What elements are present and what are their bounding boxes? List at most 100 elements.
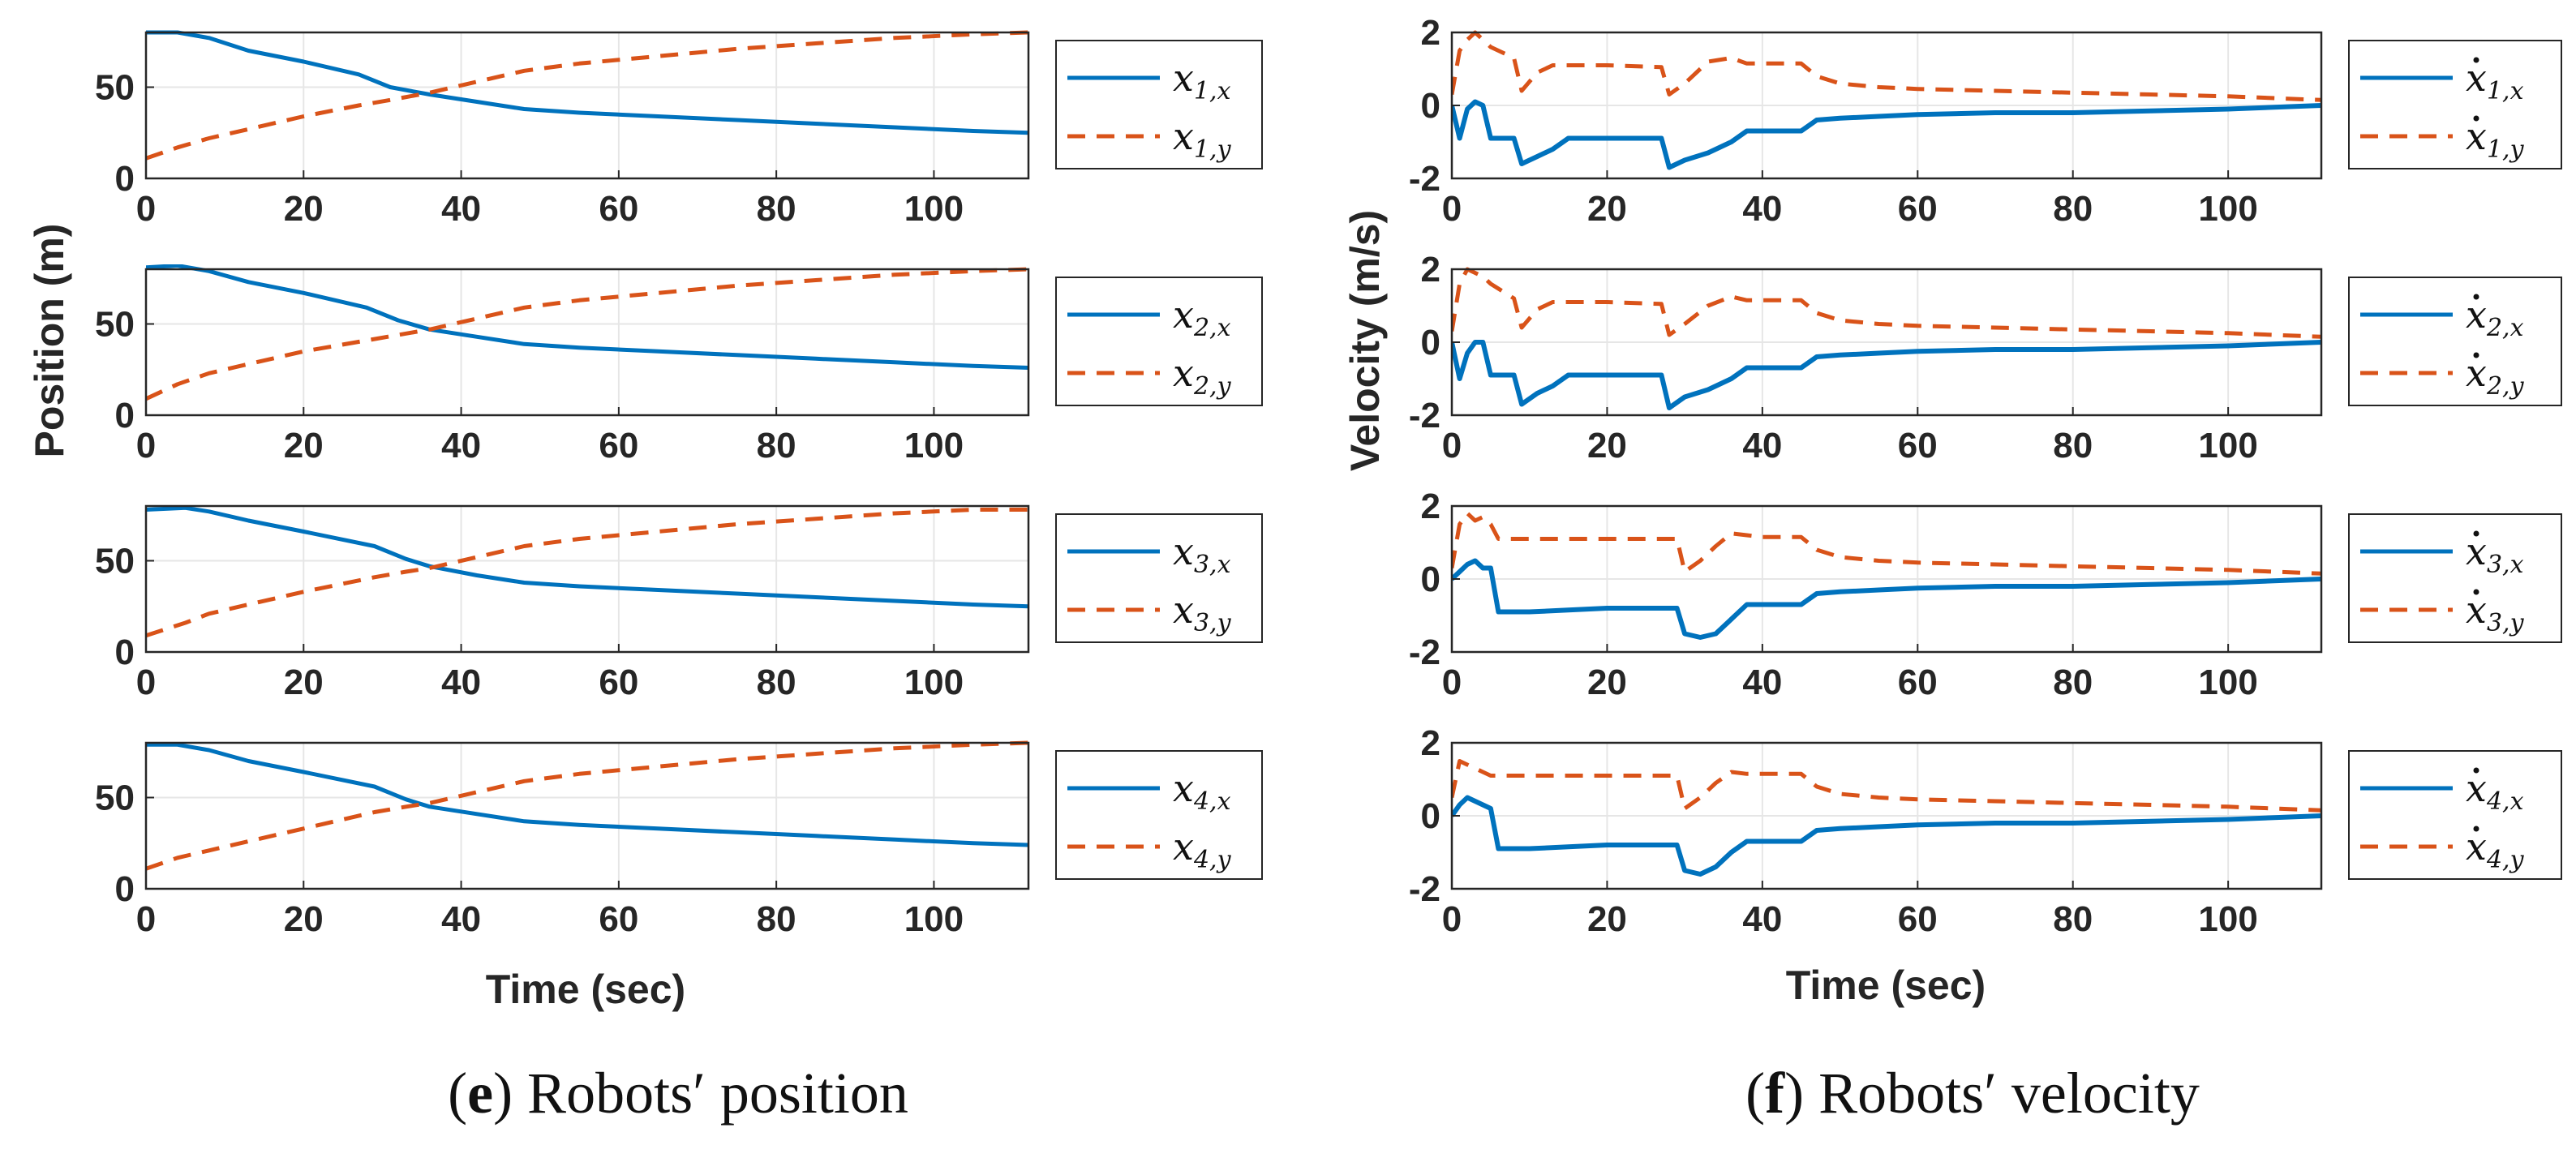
panel-e-robot3-ytick-50: 50: [95, 542, 135, 581]
panel-e-robot1-legend-label-1-y: x1,y: [1173, 114, 1232, 164]
panel-e-robot3-legend: x3,x x3,y: [1055, 513, 1263, 643]
panel-e-robot3-xtick-40: 40: [441, 663, 481, 702]
panel-f-robot4-legend-label-4-y: x4,y: [2466, 825, 2525, 874]
panel-e-robot1-xtick-80: 80: [757, 189, 796, 229]
panel-e-robot2-xtick-80: 80: [757, 426, 796, 465]
panel-e-robot2-legend-box: [1055, 277, 1263, 406]
panel-e-robot3-xtick-80: 80: [757, 663, 796, 702]
panel-f-robot1-legend: x1,x x1,y: [2348, 40, 2562, 169]
panel-f-robot1-legend-label-1-y: x1,y: [2466, 114, 2525, 164]
panel-f-robot3-legend: x3,x x3,y: [2348, 513, 2562, 643]
velocity-ylabel: Velocity (m/s): [1342, 210, 1388, 471]
panel-f-robot1-ytick-2: 2: [1421, 13, 1440, 53]
panel-f-robot2-legend-label-2-x: x2,x: [2466, 293, 2524, 342]
panel-e-robot4-xtick-20: 20: [284, 899, 324, 939]
panel-f-robot2-series-2-x: [1452, 340, 2321, 410]
panel-e-robot3-ytick-0: 0: [115, 633, 135, 672]
panel-e-robot4-legend-box: [1055, 750, 1263, 880]
panel-e-robot3-xtick-20: 20: [284, 663, 324, 702]
panel-e-robot2-xtick-100: 100: [904, 426, 964, 465]
panel-f-robot4-series-4-y: [1452, 759, 2321, 813]
panel-e-robot1-xtick-20: 20: [284, 189, 324, 229]
panel-e-robot2-legend-label-2-x: x2,x: [1173, 293, 1231, 342]
panel-e-robot4-series-4-y: [146, 740, 1028, 871]
panel-f-robot1-xtick-0: 0: [1442, 189, 1462, 229]
panel-e-robot2-axes-box: [144, 268, 1030, 417]
panel-e-robot1-legend: x1,x x1,y: [1055, 40, 1263, 169]
caption-velocity-text: Robots′ velocity: [1804, 1061, 2200, 1126]
panel-f-robot2-legend: x2,x x2,y: [2348, 277, 2562, 406]
caption-position-text: Robots′ position: [513, 1061, 908, 1126]
panel-f-robot4-series-4-x: [1452, 795, 2321, 877]
panel-f-robot3-xtick-100: 100: [2198, 663, 2257, 702]
panel-e-robot1-series-1-y: [146, 30, 1028, 161]
panel-f-robot4-xtick-20: 20: [1587, 899, 1627, 939]
panel-f-robot4-legend-dot-4-y: [2473, 826, 2479, 832]
panel-f-robot1-series-1-x: [1452, 99, 2321, 170]
panel-f-robot1-legend-dot-1-y: [2473, 115, 2479, 122]
panel-e-robot2-series-2-x: [146, 264, 1028, 370]
panel-f-robot3-legend-label-3-x: x3,x: [2466, 530, 2524, 579]
panel-f-robot2-xtick-60: 60: [1898, 426, 1938, 465]
panel-f-robot4-ytick--2: -2: [1409, 869, 1440, 909]
panel-f-robot3-ytick-0: 0: [1421, 560, 1440, 599]
panel-e-robot2-legend: x2,x x2,y: [1055, 277, 1263, 406]
panel-e-robot3-axes-box: [144, 504, 1030, 654]
panel-e-robot1-legend-box: [1055, 40, 1263, 169]
panel-e-robot2-ytick-50: 50: [95, 305, 135, 345]
panel-f-robot1-legend-label-1-x: x1,x: [2466, 56, 2524, 105]
panel-e-robot1-ytick-0: 0: [115, 159, 135, 199]
panel-f-robot3-xtick-20: 20: [1587, 663, 1627, 702]
panel-f-robot2-xtick-40: 40: [1742, 426, 1782, 465]
panel-f-robot2-ytick--2: -2: [1409, 396, 1440, 435]
panel-f-robot2-legend-label-2-y: x2,y: [2466, 351, 2525, 401]
panel-f-robot3-legend-box: [2348, 513, 2562, 643]
panel-e-robot2-xtick-60: 60: [599, 426, 638, 465]
panel-f-robot3-ytick-2: 2: [1421, 487, 1440, 526]
panel-f-robot2-ytick-0: 0: [1421, 323, 1440, 362]
panel-f-robot2-series-2-y: [1452, 267, 2321, 339]
panel-e-robot4-legend-label-4-y: x4,y: [1173, 825, 1232, 874]
panel-e-robot2-series-2-y: [146, 267, 1028, 401]
panel-e-robot4-subplot: 0 20 40 60 80 100 0 50 x4,x x4,y: [95, 740, 1263, 939]
panel-f-robot1-ytick-0: 0: [1421, 86, 1440, 126]
panel-e-robot1-xtick-40: 40: [441, 189, 481, 229]
panel-e-robot1-legend-label-1-x: x1,x: [1173, 56, 1231, 105]
panel-e-robot4-xtick-100: 100: [904, 899, 964, 939]
panel-e-robot1-xtick-100: 100: [904, 189, 964, 229]
panel-f-robot2-xtick-100: 100: [2198, 426, 2257, 465]
panel-e-robot4-ytick-0: 0: [115, 869, 135, 909]
panel-f-robot1-xtick-40: 40: [1742, 189, 1782, 229]
panel-f-robot2-xtick-80: 80: [2053, 426, 2093, 465]
panel-e-robot4-ytick-50: 50: [95, 778, 135, 818]
panel-e-robot2-legend-label-2-y: x2,y: [1173, 351, 1232, 401]
caption-position: (e) Robots′ position: [448, 1061, 908, 1126]
panel-e-robot2-xtick-40: 40: [441, 426, 481, 465]
panel-f-robot4-ytick-2: 2: [1421, 723, 1440, 763]
panel-f-robot4-xtick-80: 80: [2053, 899, 2093, 939]
panel-e-robot1-subplot: 0 20 40 60 80 100 0 50 x1,x x1,y: [95, 30, 1263, 229]
panel-e-robot1-series-1-x: [146, 30, 1028, 135]
panel-f-robot1-xtick-80: 80: [2053, 189, 2093, 229]
panel-e-robot3-xtick-100: 100: [904, 663, 964, 702]
panel-f-robot1-series-1-y: [1452, 30, 2321, 102]
panel-f-robot4-xtick-40: 40: [1742, 899, 1782, 939]
caption-position-letter: e: [467, 1061, 493, 1126]
position-xlabel: Time (sec): [486, 967, 685, 1012]
panel-f-robot4-xtick-60: 60: [1898, 899, 1938, 939]
velocity-xlabel: Time (sec): [1786, 963, 1986, 1008]
caption-velocity: (f) Robots′ velocity: [1745, 1061, 2200, 1126]
panel-f-robot3-legend-label-3-y: x3,y: [2466, 588, 2525, 637]
panel-f-robot4-legend-label-4-x: x4,x: [2466, 766, 2524, 816]
panel-e-robot2-xtick-20: 20: [284, 426, 324, 465]
position-ylabel: Position (m): [27, 224, 72, 458]
panel-f-robot4-ytick-0: 0: [1421, 796, 1440, 836]
panel-e-robot3-xtick-60: 60: [599, 663, 638, 702]
panel-f-robot3-series-3-y: [1452, 511, 2321, 576]
panel-f-robot3-series-3-x: [1452, 558, 2321, 640]
panel-f-robot3-legend-dot-3-y: [2473, 589, 2479, 595]
panel-f-robot1-xtick-100: 100: [2198, 189, 2257, 229]
